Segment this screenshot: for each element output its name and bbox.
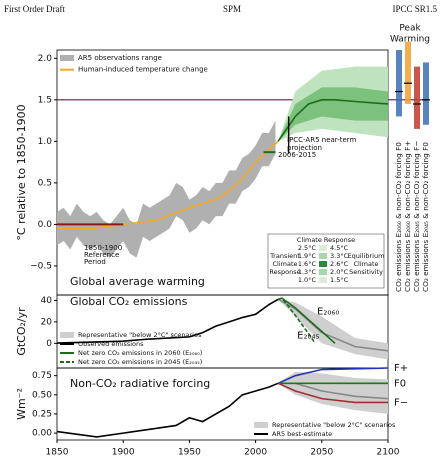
range-band (278, 299, 388, 360)
y-axis-label: Wm⁻² (15, 388, 28, 420)
annotation: IPCC-AR5 near-term (287, 136, 357, 144)
ecs-value: 2.0°C (330, 268, 349, 276)
tcr-label: Transient (269, 252, 300, 260)
tcr-value: 1.3°C (298, 268, 317, 276)
y-axis-label: °C relative to 1850-1900 (15, 104, 28, 240)
annotation: projection (287, 144, 322, 152)
peak-title: Warming (390, 35, 430, 45)
ecs-value: 1.5°C (330, 276, 349, 284)
ecs-label: Sensitivity (349, 268, 383, 276)
scenario-label: CO₂ emissions E₂₀₄₅ & non-CO₂ forcing F− (412, 141, 421, 292)
series-line (277, 367, 389, 385)
legend-label: AR5 observations range (78, 54, 162, 62)
series-line (277, 382, 388, 404)
y-tick-label: 1.0 (38, 137, 53, 147)
response-swatch (319, 245, 327, 251)
ecs-value: 3.3°C (330, 252, 349, 260)
tcr-value: 1.0°C (298, 276, 317, 284)
response-swatch (319, 253, 327, 259)
annotation: 2006-2015 (278, 151, 316, 159)
series-label: E₂₀₆₀ (317, 306, 339, 317)
y-tick-label: 0.75 (32, 371, 52, 381)
peak-title: Peak (399, 24, 421, 34)
legend-label: Net zero CO₂ emissions in 2045 (E₂₀₄₅) (78, 358, 202, 366)
response-swatch (319, 269, 327, 275)
peak-bar (414, 66, 420, 129)
legend-label: Representative "below 2°C" scenarios (272, 421, 396, 429)
y-tick-label: 0.25 (32, 409, 52, 419)
annotation: 1850-1900 (84, 244, 122, 252)
scenario-label: CO₂ emissions E₂₀₄₅ & non-CO₂ forcing F0 (421, 142, 430, 292)
scenario-label: CO₂ emissions E₂₀₆₀ & non-CO₂ forcing F0 (394, 142, 403, 292)
y-tick-label: 20 (41, 317, 53, 327)
legend-swatch (254, 422, 268, 428)
peak-bar (423, 62, 429, 125)
y-tick-label: 2.0 (38, 54, 53, 64)
range-band (278, 87, 388, 142)
x-tick-label: 1950 (178, 448, 201, 458)
x-tick-label: 2100 (377, 448, 400, 458)
ecs-value: 2.6°C (330, 260, 349, 268)
y-tick-label: 0 (46, 339, 52, 349)
y-tick-label: 1.5 (38, 95, 52, 105)
panel-title: Global CO₂ emissions (70, 295, 188, 308)
y-tick-label: 0.50 (32, 390, 52, 400)
scenario-label: CO₂ emissions E₂₀₆₀ & non-CO₂ forcing F+ (403, 141, 412, 292)
y-axis-label: GtCO₂/yr (15, 307, 28, 356)
y-tick-label: 0.00 (32, 429, 52, 439)
y-tick-label: 0.5 (38, 178, 52, 188)
y-tick-label: −0.5 (30, 261, 52, 271)
legend-label: Human-induced temperature change (78, 66, 208, 74)
legend-swatch (60, 332, 74, 338)
series-label: E₂₀₄₅ (297, 330, 319, 341)
tcr-label: Response (269, 268, 300, 276)
ecs-label: Equilibrium (348, 252, 385, 260)
legend-swatch (60, 55, 74, 61)
tcr-label: Climate (272, 260, 297, 268)
series-label: F0 (394, 378, 406, 389)
x-tick-label: 2050 (310, 448, 333, 458)
series-line (56, 382, 279, 438)
tcr-value: 2.5°C (298, 244, 317, 252)
series-line (277, 99, 389, 142)
panel-title: Global average warming (70, 275, 205, 288)
tcr-value: 1.6°C (298, 260, 317, 268)
peak-bar (396, 50, 402, 117)
annotation: Reference (84, 251, 119, 259)
range-band (57, 120, 276, 258)
legend-label: Net zero CO₂ emissions in 2060 (E₂₀₆₀) (78, 349, 202, 357)
header-center: SPM (223, 4, 241, 14)
series-line (277, 298, 389, 352)
y-tick-label: 40 (41, 296, 53, 306)
x-tick-label: 1900 (112, 448, 135, 458)
series-line (277, 297, 316, 344)
response-swatch (319, 261, 327, 267)
annotation: Period (84, 258, 106, 266)
tcr-value: 1.9°C (298, 252, 317, 260)
panel-title: Non-CO₂ radiative forcing (70, 377, 210, 390)
header-left: First Order Draft (4, 4, 65, 14)
header-right: IPCC SR1.5 (392, 4, 437, 14)
y-tick-label: 0.0 (38, 220, 53, 230)
legend-label: AR5 best-estimate (272, 430, 332, 438)
x-tick-label: 2000 (244, 448, 267, 458)
series-label: F+ (394, 363, 408, 374)
peak-bar (405, 41, 411, 104)
ecs-label: Climate (353, 260, 378, 268)
series-label: F− (394, 397, 408, 408)
series-line (56, 298, 279, 344)
ecs-value: 4.5°C (330, 244, 349, 252)
x-tick-label: 1850 (46, 448, 69, 458)
climate-response-title: Climate Response (297, 236, 355, 244)
legend-label: Representative "below 2°C" scenarios (78, 331, 202, 339)
response-swatch (319, 277, 327, 283)
legend-label: Observed emissions (78, 340, 144, 348)
